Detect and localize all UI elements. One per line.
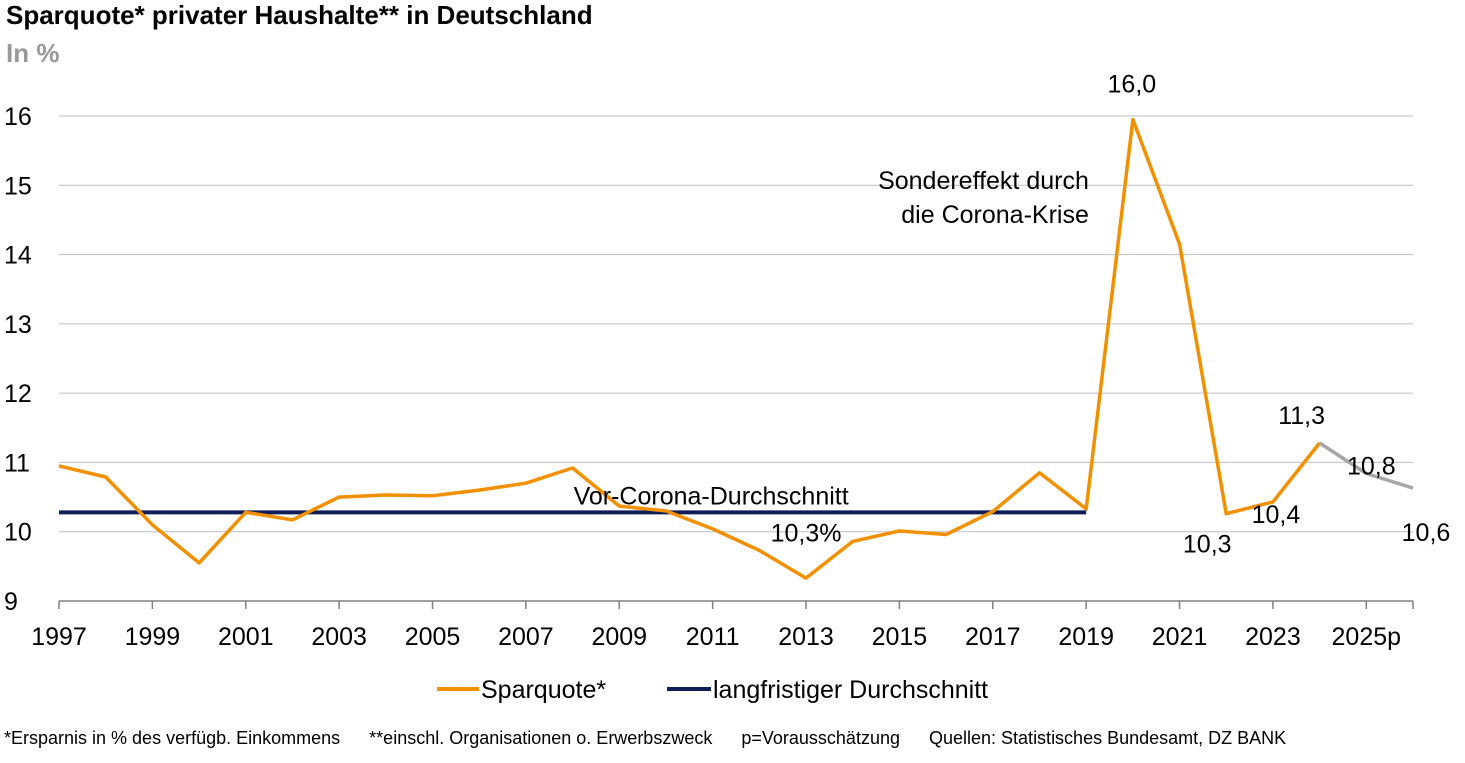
x-tick-label-2013: 2013 (778, 623, 834, 651)
y-tick-label-15: 15 (4, 172, 32, 200)
y-tick-label-11: 11 (4, 449, 30, 477)
x-tick-label-2009: 2009 (591, 623, 647, 651)
footnote-organisationen: **einschl. Organisationen o. Erwerbszwec… (369, 728, 713, 748)
footnote-quellen: Quellen: Statistisches Bundesamt, DZ BAN… (929, 728, 1287, 748)
gridlines (59, 115, 1413, 533)
x-tick-label-2015: 2015 (872, 623, 928, 651)
x-tick-label-2003: 2003 (311, 623, 367, 651)
x-tick-label-1999: 1999 (125, 623, 181, 651)
y-tick-label-14: 14 (4, 242, 32, 270)
data-label-2024: 11,3 (1278, 402, 1325, 430)
line-chart: 9 10 11 12 13 14 15 16 1997 1999 2001 2003 2005 2007… (4, 70, 1451, 704)
data-label-2023: 10,4 (1252, 501, 1301, 529)
annotation-average-value: 10,3% (771, 519, 842, 547)
y-tick-label-16: 16 (4, 103, 32, 131)
x-tick-label-2017: 2017 (965, 623, 1021, 651)
legend: Sparquote* langfristiger Durchschnitt (437, 676, 988, 704)
x-tick-label-2023: 2023 (1245, 623, 1301, 651)
chart-title: Sparquote* privater Haushalte** in Deuts… (6, 0, 593, 30)
footnote-ersparnis: *Ersparnis in % des verfügb. Einkommens (4, 728, 341, 748)
x-tick-label-2001: 2001 (218, 623, 274, 651)
unit-label: In % (6, 38, 60, 68)
legend-label-average: langfristiger Durchschnitt (713, 676, 988, 704)
x-tick-label-2021: 2021 (1152, 623, 1208, 651)
footnote-prognose: p=Vorausschätzung (741, 728, 900, 748)
data-label-2025p: 10,8 (1347, 453, 1396, 481)
series-lines (58, 117, 1414, 580)
y-tick-label-13: 13 (4, 311, 32, 339)
footnotes: *Ersparnis in % des verfügb. Einkommens … (4, 728, 1310, 749)
legend-label-sparquote: Sparquote* (481, 676, 606, 704)
annotation-corona-line-1: die Corona-Krise (901, 201, 1089, 229)
sparquote-forecast-line (1318, 441, 1414, 490)
data-label-2022: 10,3 (1183, 531, 1232, 559)
x-tick-label-2005: 2005 (405, 623, 461, 651)
y-tick-label-12: 12 (4, 380, 32, 408)
data-labels: 16,0 10,3 10,4 11,3 10,8 10,6 (1108, 70, 1451, 558)
x-tick-label-2025p: 2025p (1332, 623, 1402, 651)
data-label-2026p: 10,6 (1402, 519, 1451, 547)
x-tick-label-2011: 2011 (686, 623, 740, 651)
y-axis-ticks: 9 10 11 12 13 14 15 16 (4, 103, 32, 616)
y-tick-label-10: 10 (4, 519, 32, 547)
y-tick-label-9: 9 (4, 588, 18, 616)
annotation-vor-corona: Vor-Corona-Durchschnitt (574, 482, 849, 510)
annotation-corona-line-0: Sondereffekt durch (878, 167, 1089, 195)
annotations: Sondereffekt durch die Corona-Krise Vor-Co… (574, 167, 1089, 548)
sparquote-line (58, 117, 1321, 580)
x-tick-label-2019: 2019 (1058, 623, 1114, 651)
x-tick-label-1997: 1997 (31, 623, 87, 651)
data-label-2020: 16,0 (1108, 70, 1157, 98)
x-tick-label-2007: 2007 (498, 623, 554, 651)
x-axis: 1997 1999 2001 2003 2005 2007 2009 2011 2013 2015… (31, 600, 1414, 651)
